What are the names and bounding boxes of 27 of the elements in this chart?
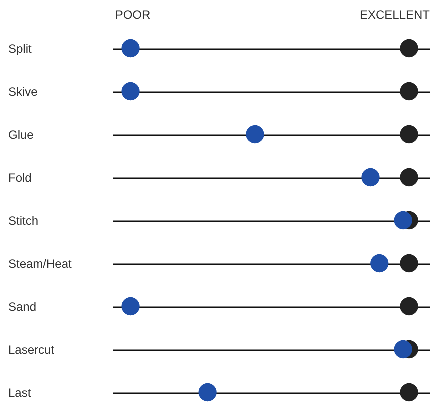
point	[246, 125, 264, 144]
point	[400, 254, 418, 273]
y-tick-label: Steam/Heat	[8, 257, 73, 271]
point	[400, 39, 418, 58]
y-tick-label: Last	[8, 386, 32, 400]
y-tick-label: Skive	[8, 85, 38, 99]
point	[122, 297, 140, 316]
point	[362, 168, 380, 187]
y-tick-label: Sand	[8, 300, 37, 314]
point	[400, 297, 418, 316]
y-tick-label: Fold	[8, 171, 32, 185]
point	[400, 168, 418, 187]
point	[400, 82, 418, 101]
point	[394, 211, 412, 230]
point	[122, 82, 140, 101]
point	[400, 383, 418, 402]
point	[400, 125, 418, 144]
y-tick-label: Split	[8, 42, 33, 56]
y-tick-label: Stitch	[8, 214, 39, 228]
point	[122, 39, 140, 58]
point	[370, 254, 389, 273]
y-tick-label: Lasercut	[8, 343, 56, 357]
text: EXCELLENT	[360, 8, 430, 22]
point	[394, 340, 412, 359]
y-tick-label: Glue	[8, 128, 34, 142]
text: POOR	[115, 8, 151, 22]
point	[198, 383, 217, 402]
